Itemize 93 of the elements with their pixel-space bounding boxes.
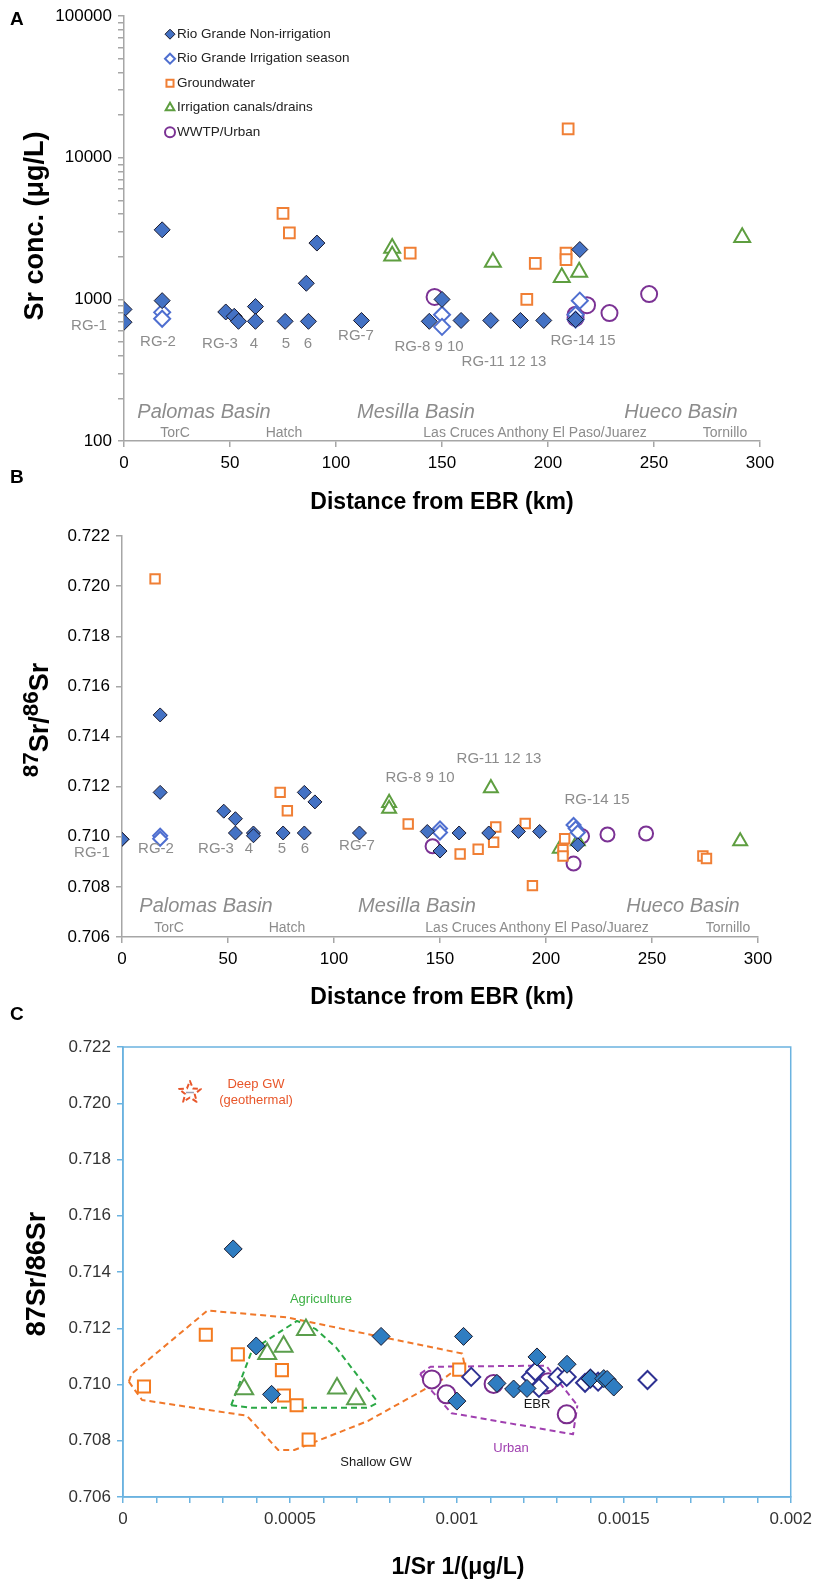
x-tick-label: 0.0015 (597, 1508, 650, 1528)
x-axis-title: Distance from EBR (km) (310, 487, 574, 515)
x-tick-label: 0 (119, 452, 129, 472)
x-tick-label: 250 (639, 452, 669, 472)
annotation: Tornillo (702, 423, 748, 441)
x-tick-label: 100 (321, 452, 351, 472)
annotation: RG-3 (198, 839, 234, 857)
annotation: 6 (300, 839, 310, 857)
x-tick-label: 200 (531, 948, 561, 968)
annotation: Hatch (268, 918, 306, 936)
y-tick-label: 0.708 (68, 1430, 111, 1450)
annotation: 4 (249, 334, 259, 352)
annotation: Agriculture (289, 1291, 353, 1307)
annotation: EBR (523, 1396, 551, 1412)
text: RG-1 (71, 316, 107, 334)
x-tick-label: 300 (743, 948, 773, 968)
annotation: Palomas Basin (137, 399, 271, 423)
annotation: TorC (154, 918, 184, 936)
annotation: RG-7 (338, 326, 374, 344)
y-tick-label: 1000 (74, 289, 112, 309)
chart-title: A (10, 8, 24, 30)
annotation: Tornillo (705, 918, 751, 936)
y-tick-label: 0.714 (67, 726, 110, 746)
chart-title: C (10, 1003, 24, 1025)
annotation: RG-11 12 13 (461, 352, 547, 370)
annotation: 5 (277, 839, 287, 857)
y-tick-label: 0.716 (68, 1205, 111, 1225)
y-tick-label: 0.722 (68, 1036, 111, 1056)
x-tick-label: 50 (218, 948, 238, 968)
y-tick-label: 0.718 (67, 625, 110, 645)
text: RG-1 (74, 843, 110, 861)
y-tick-label: 100000 (55, 5, 112, 25)
annotation: Shallow GW (340, 1454, 412, 1470)
annotation: RG-8 9 10 (385, 768, 455, 786)
y-tick-label: 0.718 (68, 1149, 111, 1169)
annotation: Deep GW (geothermal) (219, 1076, 293, 1108)
annotation: Palomas Basin (139, 893, 273, 917)
annotation: Hatch (265, 423, 303, 441)
annotation: Mesilla Basin (358, 893, 476, 917)
annotation: RG-14 15 (550, 331, 616, 349)
x-axis-title: 1/Sr 1/(μg/L) (391, 1552, 525, 1580)
annotation: RG-2 (140, 332, 176, 350)
y-tick-label: 0.712 (68, 1317, 111, 1337)
x-tick-label: 150 (427, 452, 457, 472)
x-tick-label: 0 (117, 948, 127, 968)
y-tick-label: 0.720 (68, 1092, 111, 1112)
legend-label: Rio Grande Non-irrigation (177, 25, 331, 41)
x-tick-label: 300 (745, 452, 775, 472)
x-tick-label: 50 (220, 452, 240, 472)
y-tick-label: 0.714 (68, 1261, 111, 1281)
y-tick-label: 0.706 (68, 1486, 111, 1506)
annotation: 5 (281, 334, 291, 352)
annotation: Mesilla Basin (357, 399, 475, 423)
annotation: RG-2 (138, 839, 174, 857)
annotation: TorC (160, 423, 190, 441)
annotation: RG-8 9 10 (394, 337, 464, 355)
x-axis-title: Distance from EBR (km) (310, 982, 574, 1010)
x-tick-label: 0.002 (769, 1508, 812, 1528)
legend-label: Irrigation canals/drains (177, 99, 314, 115)
annotation: RG-14 15 (564, 790, 630, 808)
y-tick-label: 0.708 (67, 876, 110, 896)
x-tick-label: 200 (533, 452, 563, 472)
y-tick-label: 0.712 (67, 776, 110, 796)
x-tick-label: 0.0005 (263, 1508, 316, 1528)
annotation: 6 (303, 334, 313, 352)
x-tick-label: 250 (637, 948, 667, 968)
y-tick-label: 0.720 (67, 575, 110, 595)
annotation: Las Cruces Anthony El Paso/Juarez (425, 918, 649, 936)
annotation: RG-3 (202, 334, 238, 352)
y-tick-label: 0.722 (67, 525, 110, 545)
y-tick-label: 100 (83, 430, 112, 450)
annotation: Hueco Basin (626, 893, 740, 917)
y-axis-title: Sr conc. (μg/L) (18, 131, 50, 321)
annotation: Urban (493, 1440, 529, 1456)
chart-title: B (10, 466, 24, 488)
x-tick-label: 0 (118, 1508, 128, 1528)
x-tick-label: 100 (319, 948, 349, 968)
y-tick-label: 0.716 (67, 676, 110, 696)
y-tick-label: 0.706 (67, 926, 110, 946)
annotation: RG-11 12 13 (456, 749, 542, 767)
y-tick-label: 10000 (64, 147, 112, 167)
legend-label: WWTP/Urban (177, 123, 261, 139)
annotation: 4 (244, 839, 254, 857)
legend-label: Rio Grande Irrigation season (177, 50, 350, 66)
y-tick-label: 0.710 (67, 826, 110, 846)
y-tick-label: 0.710 (68, 1374, 111, 1394)
annotation: RG-7 (339, 836, 375, 854)
legend-label: Groundwater (177, 74, 256, 90)
y-axis-title: 87Sr/86Sr (20, 1211, 52, 1337)
x-tick-label: 0.001 (435, 1508, 479, 1528)
annotation: Las Cruces Anthony El Paso/Juarez (423, 423, 647, 441)
annotation: Hueco Basin (624, 399, 738, 423)
x-tick-label: 150 (425, 948, 455, 968)
